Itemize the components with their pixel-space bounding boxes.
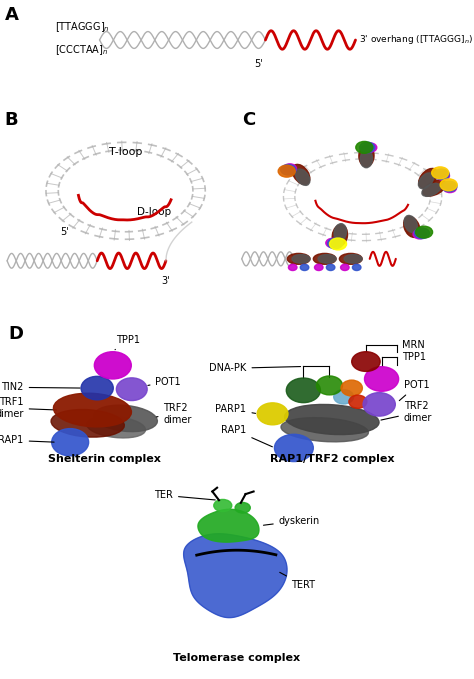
Text: POT1: POT1 <box>148 377 181 386</box>
Ellipse shape <box>329 238 346 250</box>
Ellipse shape <box>442 181 457 191</box>
Text: TIN2: TIN2 <box>1 382 80 392</box>
Ellipse shape <box>284 405 379 435</box>
Text: D-loop: D-loop <box>137 207 172 217</box>
Ellipse shape <box>341 380 363 396</box>
Text: TERT: TERT <box>280 572 316 590</box>
Text: D: D <box>9 325 24 343</box>
Ellipse shape <box>51 409 124 437</box>
Text: PARP1: PARP1 <box>216 404 255 414</box>
Ellipse shape <box>414 228 429 238</box>
Text: 5': 5' <box>254 59 263 69</box>
Text: MRN: MRN <box>402 340 425 350</box>
Ellipse shape <box>94 405 157 432</box>
Ellipse shape <box>52 428 89 456</box>
Text: C: C <box>242 111 255 129</box>
Ellipse shape <box>301 264 309 270</box>
Text: DNA-PK: DNA-PK <box>209 363 301 373</box>
Ellipse shape <box>326 264 335 270</box>
Ellipse shape <box>359 145 374 166</box>
Ellipse shape <box>423 180 446 196</box>
Ellipse shape <box>419 168 438 188</box>
Ellipse shape <box>334 223 346 241</box>
Text: B: B <box>5 111 18 129</box>
Ellipse shape <box>314 264 323 270</box>
Text: RAP1: RAP1 <box>0 435 54 445</box>
Text: RAP1: RAP1 <box>221 425 273 447</box>
Ellipse shape <box>328 238 343 249</box>
Ellipse shape <box>313 253 336 264</box>
Text: TPP1: TPP1 <box>115 335 140 350</box>
Text: A: A <box>5 6 18 24</box>
Ellipse shape <box>288 264 297 270</box>
Ellipse shape <box>416 226 433 238</box>
Ellipse shape <box>278 165 295 177</box>
Text: POT1: POT1 <box>399 380 429 401</box>
Text: RAP1/TRF2 complex: RAP1/TRF2 complex <box>270 454 394 464</box>
Ellipse shape <box>443 183 456 193</box>
Ellipse shape <box>292 164 310 185</box>
Ellipse shape <box>292 255 310 263</box>
Text: TRF1
dimer: TRF1 dimer <box>0 397 56 419</box>
Ellipse shape <box>281 164 296 175</box>
Ellipse shape <box>419 173 434 189</box>
Ellipse shape <box>214 500 232 511</box>
Text: 3' overhang ([TTAGGG]$_n$): 3' overhang ([TTAGGG]$_n$) <box>359 33 474 46</box>
Ellipse shape <box>326 238 339 248</box>
Ellipse shape <box>436 171 449 181</box>
Ellipse shape <box>334 390 354 404</box>
Ellipse shape <box>434 169 449 179</box>
Ellipse shape <box>87 416 146 438</box>
Polygon shape <box>198 509 259 542</box>
Ellipse shape <box>339 253 362 264</box>
Ellipse shape <box>413 230 426 239</box>
Ellipse shape <box>404 215 417 232</box>
Text: TRF2
dimer: TRF2 dimer <box>381 401 432 423</box>
Text: TER: TER <box>154 490 215 500</box>
Polygon shape <box>183 534 287 618</box>
Ellipse shape <box>352 352 380 371</box>
Text: [CCCTAA]$_n$: [CCCTAA]$_n$ <box>55 43 108 58</box>
Ellipse shape <box>287 253 310 264</box>
Ellipse shape <box>283 164 297 173</box>
Ellipse shape <box>356 141 373 153</box>
Ellipse shape <box>360 150 373 168</box>
Ellipse shape <box>349 395 367 408</box>
Ellipse shape <box>363 392 395 416</box>
Ellipse shape <box>353 264 361 270</box>
Ellipse shape <box>81 376 113 400</box>
Text: 5': 5' <box>60 227 69 237</box>
Ellipse shape <box>274 435 313 462</box>
Text: TRF2
dimer: TRF2 dimer <box>156 403 192 424</box>
Ellipse shape <box>54 393 131 427</box>
Ellipse shape <box>440 179 457 191</box>
Text: dyskerin: dyskerin <box>264 515 320 526</box>
Ellipse shape <box>235 502 250 513</box>
Text: 3': 3' <box>162 276 170 287</box>
Text: [TTAGGG]$_n$: [TTAGGG]$_n$ <box>55 20 109 34</box>
Ellipse shape <box>94 352 131 379</box>
Ellipse shape <box>340 264 349 270</box>
Ellipse shape <box>365 367 399 391</box>
Ellipse shape <box>432 167 449 179</box>
Text: T-loop: T-loop <box>109 147 142 157</box>
Text: Shelterin complex: Shelterin complex <box>48 454 161 464</box>
Ellipse shape <box>344 255 362 263</box>
Ellipse shape <box>422 183 441 196</box>
Ellipse shape <box>117 378 147 401</box>
Ellipse shape <box>317 376 343 395</box>
Ellipse shape <box>295 169 310 185</box>
Ellipse shape <box>286 378 320 403</box>
Ellipse shape <box>318 255 336 263</box>
Text: Telomerase complex: Telomerase complex <box>173 653 301 663</box>
Ellipse shape <box>281 418 368 442</box>
Ellipse shape <box>257 403 288 425</box>
Ellipse shape <box>360 142 375 153</box>
Text: TPP1: TPP1 <box>402 352 426 362</box>
Ellipse shape <box>364 143 377 152</box>
Ellipse shape <box>332 225 347 246</box>
Ellipse shape <box>404 217 420 238</box>
